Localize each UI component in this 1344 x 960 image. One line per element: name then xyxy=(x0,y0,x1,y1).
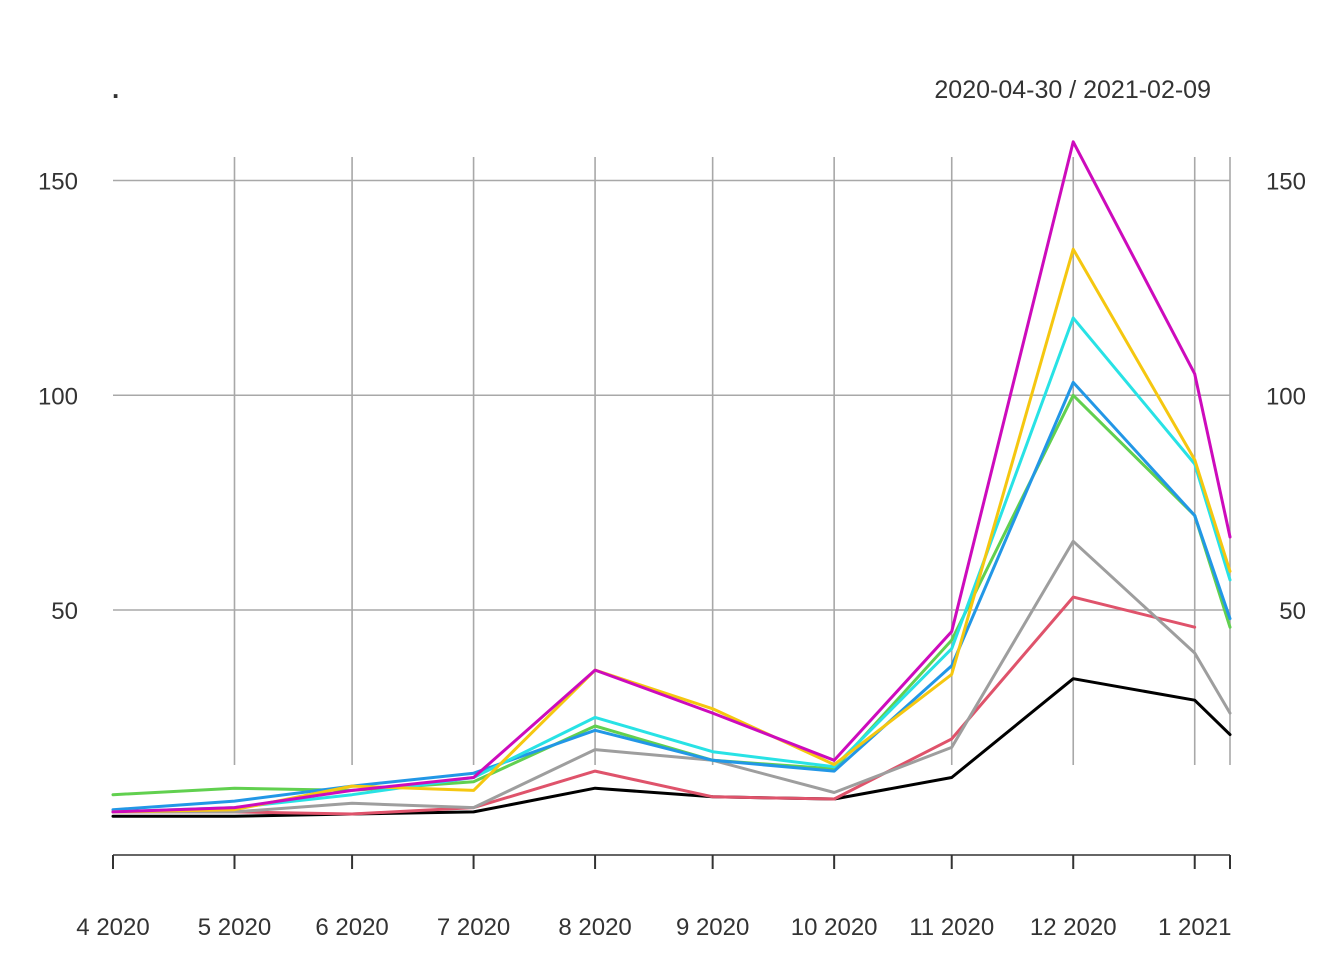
x-tick-label: 11 2020 xyxy=(909,914,994,941)
y-tick-labels: 50 50 100 100 150 150 xyxy=(38,169,1306,626)
x-axis: 4 2020 5 2020 6 2020 7 2020 8 2020 9 2020 10 2… xyxy=(76,854,1231,941)
grid-lines xyxy=(113,157,1231,765)
x-tick-label: 9 2020 xyxy=(676,914,749,941)
x-tick-label: 10 2020 xyxy=(791,914,878,941)
series-line-5 xyxy=(111,380,1232,812)
chart-title: . xyxy=(112,74,119,104)
series-line-4 xyxy=(111,393,1232,797)
series-lines xyxy=(111,140,1232,818)
series-line-2 xyxy=(111,595,1197,816)
x-tick-label: 5 2020 xyxy=(198,914,271,941)
y-tick-label-left: 150 xyxy=(38,169,78,196)
y-tick-label-right: 50 xyxy=(1279,598,1306,625)
x-tick-label: 12 2020 xyxy=(1030,914,1117,941)
date-range: 2020-04-30 / 2021-02-09 xyxy=(934,76,1211,104)
y-tick-label-right: 150 xyxy=(1266,169,1306,196)
series-line-3 xyxy=(111,539,1232,814)
series-line-7 xyxy=(111,247,1232,814)
x-tick-label: 4 2020 xyxy=(76,914,149,941)
x-tick-label: 1 2021 xyxy=(1158,914,1231,941)
x-tick-label: 7 2020 xyxy=(437,914,510,941)
x-tick-label: 8 2020 xyxy=(558,914,631,941)
y-tick-label-left: 100 xyxy=(38,383,78,410)
x-tick-label: 6 2020 xyxy=(315,914,388,941)
series-line-6 xyxy=(111,316,1232,814)
y-tick-label-left: 50 xyxy=(51,598,78,625)
y-tick-label-right: 100 xyxy=(1266,383,1306,410)
series-line-8 xyxy=(111,140,1232,814)
